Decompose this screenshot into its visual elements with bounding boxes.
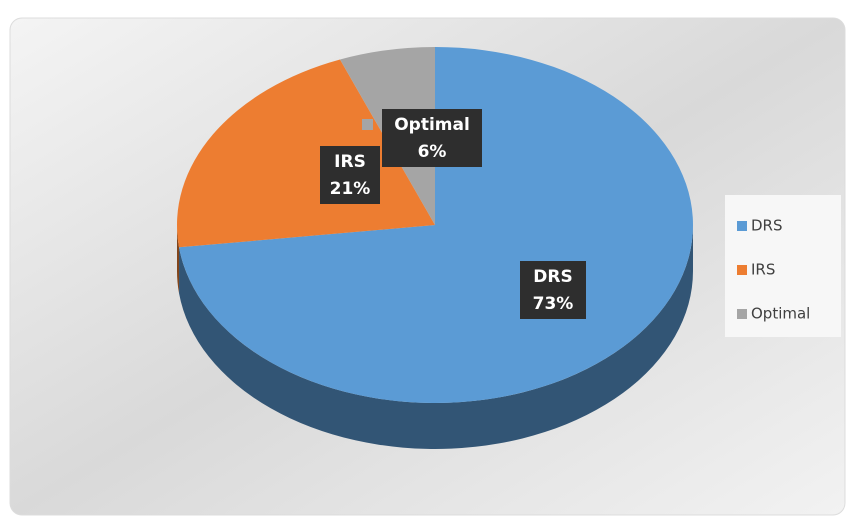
data-label-value: 73% bbox=[533, 294, 574, 314]
data-label-box bbox=[382, 109, 482, 167]
data-label-box bbox=[520, 261, 586, 319]
data-label-value: 6% bbox=[418, 142, 447, 162]
data-label-key bbox=[362, 119, 373, 130]
data-label-value: 21% bbox=[330, 179, 371, 199]
data-label-category: IRS bbox=[334, 152, 366, 172]
slice-side bbox=[177, 225, 180, 294]
data-label: DRS 73% bbox=[520, 261, 586, 319]
data-label-category: Optimal bbox=[394, 115, 470, 135]
data-label: Optimal 6% bbox=[362, 109, 482, 167]
data-label-box bbox=[320, 146, 380, 204]
legend-key bbox=[737, 221, 747, 231]
legend-label: IRS bbox=[751, 261, 775, 279]
data-label: IRS 21% bbox=[320, 146, 380, 204]
legend-key bbox=[737, 309, 747, 319]
legend-label: Optimal bbox=[751, 305, 810, 323]
data-label-category: DRS bbox=[533, 267, 572, 287]
legend-key bbox=[737, 265, 747, 275]
legend-label: DRS bbox=[751, 217, 783, 235]
slice-side bbox=[179, 225, 693, 450]
